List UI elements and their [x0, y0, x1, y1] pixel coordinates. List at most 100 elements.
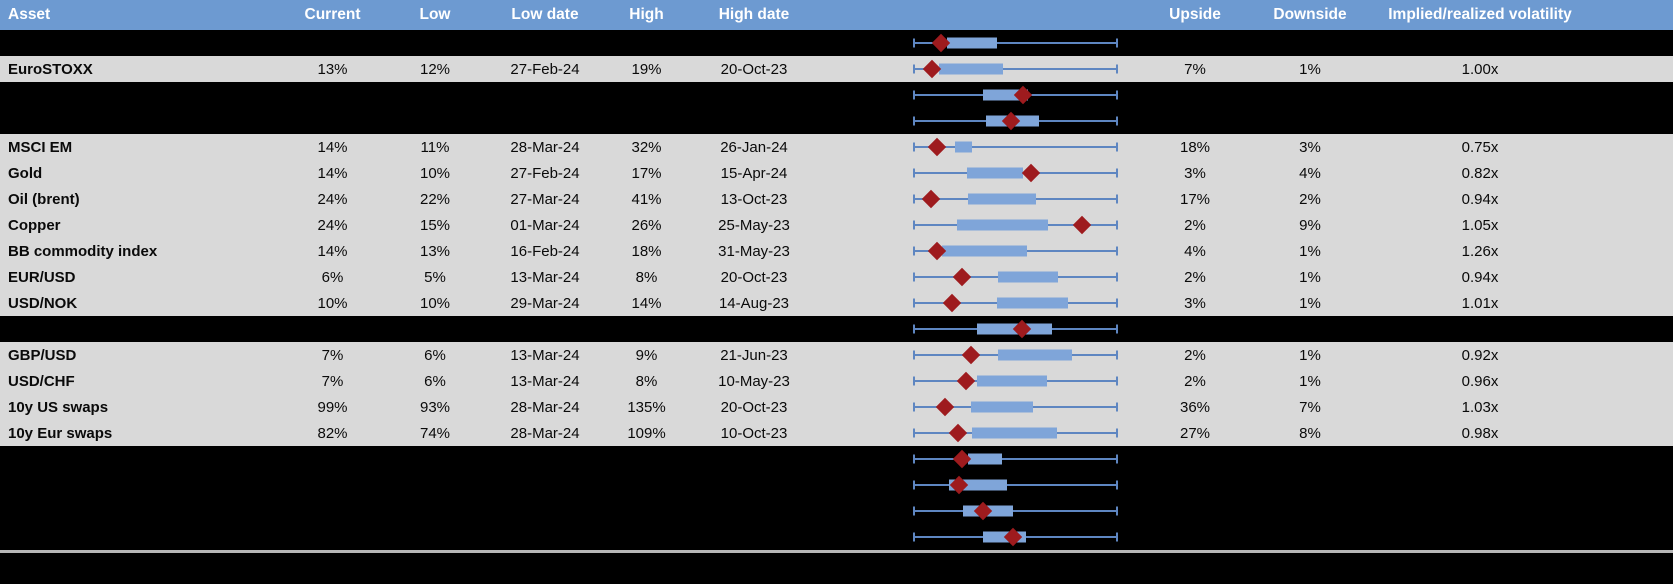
cell-downside: 9% — [1299, 216, 1321, 234]
cell-current — [285, 498, 380, 524]
cell-upside — [1135, 30, 1255, 56]
whisker-cap-left — [913, 246, 915, 256]
cell-high_date — [693, 498, 815, 524]
cell-high_date: High date — [718, 6, 790, 23]
whisker-line — [913, 42, 1118, 44]
cell-upside: 2% — [1184, 346, 1206, 364]
cell-high_date — [693, 30, 815, 56]
cell-high_date: 15-Apr-24 — [720, 164, 788, 182]
boxplot — [913, 108, 1118, 134]
cell-low_date: 27-Feb-24 — [510, 60, 580, 78]
table-header-row: Asset Current Low Low date High High date Upsi… — [0, 0, 1673, 30]
cell-high: 9% — [635, 346, 658, 364]
chart-only-row — [0, 472, 1673, 498]
table-row: GBP/USD 7% 6% 13-Mar-24 9% 21-Jun-23 2% 1% 0.92x — [0, 342, 1673, 368]
cell-asset: 10y US swaps — [8, 398, 109, 416]
whisker-line — [913, 484, 1118, 486]
cell-spacer — [1595, 108, 1673, 134]
cell-current: 14% — [317, 242, 348, 260]
cell-low: 11% — [420, 138, 450, 156]
boxplot-cell — [815, 290, 1135, 316]
cell-low_date: 28-Mar-24 — [510, 424, 580, 442]
cell-low: 5% — [424, 268, 446, 286]
cell-high_date: 20-Oct-23 — [720, 268, 788, 286]
cell-upside — [1135, 316, 1255, 342]
cell-upside — [1135, 82, 1255, 108]
cell-high — [600, 316, 693, 342]
cell-implied_realized_vol: 0.94x — [1461, 190, 1499, 208]
cell-downside: 1% — [1299, 346, 1321, 364]
range-box — [941, 245, 1027, 257]
cell-implied_realized_vol — [1365, 498, 1595, 524]
range-box — [966, 167, 1024, 179]
cell-high — [600, 524, 693, 550]
cell-asset: BB commodity index — [8, 242, 158, 260]
whisker-cap-left — [913, 324, 915, 334]
cell-implied_realized_vol: 0.94x — [1461, 268, 1499, 286]
range-box — [957, 219, 1049, 231]
boxplot-cell — [815, 212, 1135, 238]
whisker-cap-left — [913, 90, 915, 100]
cell-asset: Oil (brent) — [8, 190, 80, 208]
current-marker-diamond — [1021, 163, 1041, 183]
cell-asset — [0, 498, 285, 524]
boxplot — [913, 82, 1118, 108]
cell-low_date: 28-Mar-24 — [510, 398, 580, 416]
boxplot-cell — [815, 394, 1135, 420]
table-row: Gold 14% 10% 27-Feb-24 17% 15-Apr-24 3% 4% 0.82x — [0, 160, 1673, 186]
boxplot-cell — [815, 420, 1135, 446]
boxplot-cell — [815, 160, 1135, 186]
cell-downside — [1255, 446, 1365, 472]
whisker-cap-right — [1116, 376, 1118, 386]
cell-asset: 10y Eur swaps — [8, 424, 113, 442]
whisker-cap-right — [1116, 38, 1118, 48]
whisker-line — [913, 146, 1118, 148]
cell-spacer — [1595, 524, 1673, 550]
cell-upside: 27% — [1179, 424, 1211, 442]
boxplot — [913, 446, 1118, 472]
boxplot — [913, 472, 1118, 498]
boxplot — [913, 524, 1118, 550]
cell-downside: 4% — [1299, 164, 1321, 182]
boxplot — [913, 290, 1118, 316]
whisker-line — [913, 68, 1118, 70]
whisker-line — [913, 458, 1118, 460]
current-marker-diamond — [948, 423, 968, 443]
cell-low_date — [490, 82, 600, 108]
cell-high_date: 20-Oct-23 — [720, 60, 788, 78]
boxplot-cell — [815, 316, 1135, 342]
cell-upside: 18% — [1179, 138, 1211, 156]
cell-current: 6% — [321, 268, 344, 286]
cell-asset — [0, 82, 285, 108]
boxplot — [913, 186, 1118, 212]
cell-spacer — [1595, 394, 1673, 420]
current-marker-diamond — [935, 397, 955, 417]
cell-implied_realized_vol: 0.96x — [1461, 372, 1499, 390]
cell-high — [600, 30, 693, 56]
cell-current: 99% — [317, 398, 348, 416]
table-row: USD/NOK 10% 10% 29-Mar-24 14% 14-Aug-23 3% 1% 1.… — [0, 290, 1673, 316]
table-row: MSCI EM 14% 11% 28-Mar-24 32% 26-Jan-24 18% 3% 0… — [0, 134, 1673, 160]
boxplot-cell — [815, 264, 1135, 290]
whisker-line — [913, 510, 1118, 512]
cell-current: 14% — [317, 164, 348, 182]
boxplot — [913, 420, 1118, 446]
cell-low_date — [490, 30, 600, 56]
cell-asset — [0, 316, 285, 342]
cell-upside: 3% — [1184, 294, 1206, 312]
cell-low_date: 13-Mar-24 — [510, 346, 580, 364]
cell-upside: 4% — [1184, 242, 1206, 260]
table-row: EUR/USD 6% 5% 13-Mar-24 8% 20-Oct-23 2% 1% 0.94x — [0, 264, 1673, 290]
whisker-cap-right — [1116, 532, 1118, 542]
range-box — [955, 141, 973, 153]
cell-implied_realized_vol — [1365, 316, 1595, 342]
whisker-cap-left — [913, 480, 915, 490]
range-box — [939, 63, 1003, 75]
cell-high — [600, 108, 693, 134]
boxplot-cell — [815, 30, 1135, 56]
whisker-cap-right — [1116, 298, 1118, 308]
current-marker-diamond — [927, 137, 947, 157]
table-row: EuroSTOXX 13% 12% 27-Feb-24 19% 20-Oct-23 7% 1%… — [0, 56, 1673, 82]
whisker-cap-right — [1116, 142, 1118, 152]
cell-low: 12% — [419, 60, 451, 78]
